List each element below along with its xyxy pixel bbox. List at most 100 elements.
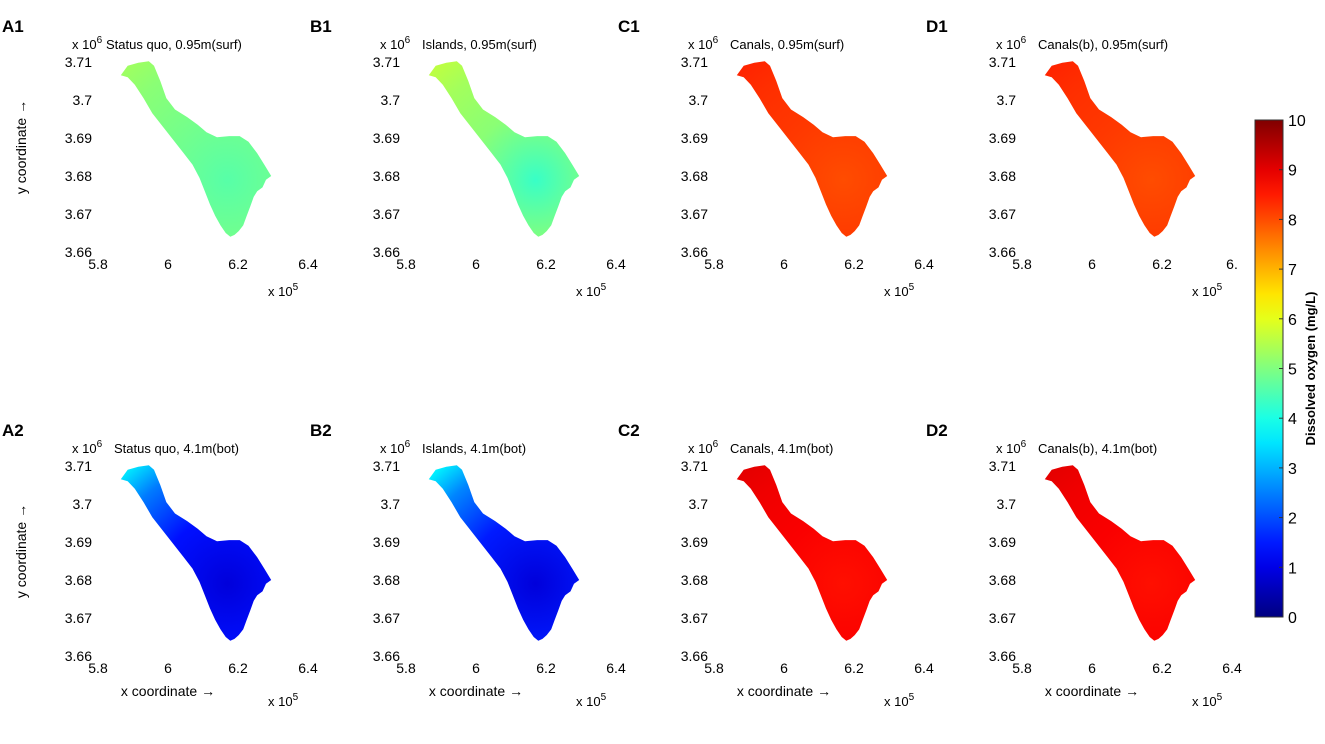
y-tick-label: 3.71 — [65, 54, 92, 70]
y-tick-label: 3.69 — [989, 534, 1016, 550]
colorbar-tick-label: 6 — [1288, 312, 1297, 329]
y-tick-label: 3.66 — [989, 648, 1016, 664]
panel-grid: A1x 106 Status quo, 0.95m(surf)3.713.73.6… — [2, 17, 1242, 709]
y-tick-label: 3.68 — [989, 168, 1016, 184]
x-multiplier: x 105 — [576, 282, 607, 299]
y-tick-label: 3.66 — [681, 244, 708, 260]
x-tick-label: 5.8 — [1012, 256, 1032, 272]
x-tick-label: 5.8 — [88, 660, 108, 676]
x-axis-label: x coordinate → — [1045, 683, 1139, 699]
y-tick-label: 3.71 — [681, 54, 708, 70]
x-multiplier: x 105 — [1192, 692, 1223, 709]
y-tick-label: 3.69 — [373, 534, 400, 550]
panel-label: B2 — [310, 421, 332, 440]
y-tick-label: 3.7 — [997, 496, 1017, 512]
y-tick-label: 3.66 — [373, 648, 400, 664]
x-tick-label: 6.2 — [536, 256, 556, 272]
y-tick-label: 3.69 — [681, 534, 708, 550]
y-tick-label: 3.7 — [73, 92, 93, 108]
colorbar-tick-label: 10 — [1288, 113, 1306, 130]
y-tick-label: 3.7 — [689, 92, 709, 108]
y-tick-label: 3.71 — [681, 458, 708, 474]
panel-label: C2 — [618, 421, 640, 440]
panel-label: B1 — [310, 17, 332, 36]
colorbar-scale — [1254, 119, 1284, 618]
x-tick-label: 6 — [164, 660, 172, 676]
y-multiplier: x 106 — [688, 439, 719, 456]
x-axis-label: x coordinate → — [737, 683, 831, 699]
y-tick-label: 3.67 — [989, 610, 1016, 626]
y-tick-label: 3.67 — [373, 206, 400, 222]
panel-title: Canals(b), 4.1m(bot) — [1038, 441, 1157, 456]
y-tick-label: 3.68 — [681, 572, 708, 588]
x-tick-label: 6.2 — [228, 256, 248, 272]
panel-a2: A2 x 106 Status quo, 4.1m(bot) 3.71 3.7 3.69 3… — [2, 421, 318, 709]
x-tick-label: 6 — [780, 256, 788, 272]
x-tick-label: 6.4 — [298, 660, 318, 676]
colorbar-tick-label: 0 — [1288, 610, 1297, 627]
x-tick-label: 6.4 — [914, 256, 934, 272]
y-tick-label: 3.68 — [65, 572, 92, 588]
panel-label: A2 — [2, 421, 24, 440]
y-tick-label: 3.7 — [73, 496, 93, 512]
y-tick-label: 3.68 — [373, 168, 400, 184]
y-multiplier: x 106 — [996, 35, 1027, 52]
x-tick-label: 5.8 — [88, 256, 108, 272]
colorbar-tick-label: 9 — [1288, 163, 1297, 180]
x-tick-label: 6 — [472, 660, 480, 676]
x-tick-label: 6 — [1088, 256, 1096, 272]
y-tick-label: 3.68 — [65, 168, 92, 184]
y-multiplier: x 106 — [688, 35, 719, 52]
x-tick-label: 6 — [472, 256, 480, 272]
x-tick-label: 6 — [780, 660, 788, 676]
x-tick-label: 6. — [1226, 256, 1238, 272]
x-tick-label: 6.2 — [228, 660, 248, 676]
colorbar-tick-label: 1 — [1288, 560, 1297, 577]
y-tick-label: 3.66 — [989, 244, 1016, 260]
colorbar-tick-label: 4 — [1288, 411, 1297, 428]
x-tick-label: 6 — [1088, 660, 1096, 676]
x-tick-label: 5.8 — [396, 256, 416, 272]
panel-title: Status quo, 0.95m(surf) — [106, 37, 242, 52]
x-tick-label: 6 — [164, 256, 172, 272]
y-tick-label: 3.69 — [989, 130, 1016, 146]
y-tick-label: 3.67 — [373, 610, 400, 626]
x-tick-label: 5.8 — [396, 660, 416, 676]
x-axis-label: x coordinate → — [121, 683, 215, 699]
y-tick-label: 3.69 — [681, 130, 708, 146]
x-multiplier: x 105 — [884, 282, 915, 299]
do-field-c1 — [736, 61, 888, 237]
y-multiplier: x 106 — [996, 439, 1027, 456]
x-tick-label: 6.2 — [1152, 256, 1172, 272]
panel-title: Canals, 4.1m(bot) — [730, 441, 833, 456]
y-tick-label: 3.69 — [65, 534, 92, 550]
y-tick-label: 3.71 — [373, 458, 400, 474]
colorbar-tick-label: 7 — [1288, 262, 1297, 279]
do-field-b1 — [428, 61, 580, 237]
colorbar-tick-label: 8 — [1288, 212, 1297, 229]
panel-title: Islands, 4.1m(bot) — [422, 441, 526, 456]
panel-d1: D1 x 106 Canals(b), 0.95m(surf) 3.71 3.7 3.69… — [926, 17, 1238, 299]
y-tick-label: 3.67 — [681, 206, 708, 222]
x-tick-label: 6.2 — [536, 660, 556, 676]
panel-title: Canals(b), 0.95m(surf) — [1038, 37, 1168, 52]
x-tick-label: 5.8 — [1012, 660, 1032, 676]
panel-label: D2 — [926, 421, 948, 440]
y-tick-label: 3.68 — [681, 168, 708, 184]
y-tick-label: 3.67 — [65, 610, 92, 626]
y-tick-label: 3.66 — [65, 244, 92, 260]
y-tick-label: 3.66 — [373, 244, 400, 260]
panel-label: D1 — [926, 17, 948, 36]
y-multiplier: x 106 — [72, 35, 103, 52]
x-tick-label: 6.4 — [606, 660, 626, 676]
y-axis-label: y coordinate → — [13, 504, 29, 598]
do-field-d1 — [1044, 61, 1196, 237]
y-tick-label: 3.7 — [997, 92, 1017, 108]
y-tick-label: 3.71 — [989, 458, 1016, 474]
panel-label: A1 — [2, 17, 24, 36]
x-tick-label: 6.4 — [914, 660, 934, 676]
x-multiplier: x 105 — [268, 692, 299, 709]
x-multiplier: x 105 — [576, 692, 607, 709]
panel-title: Status quo, 4.1m(bot) — [114, 441, 239, 456]
